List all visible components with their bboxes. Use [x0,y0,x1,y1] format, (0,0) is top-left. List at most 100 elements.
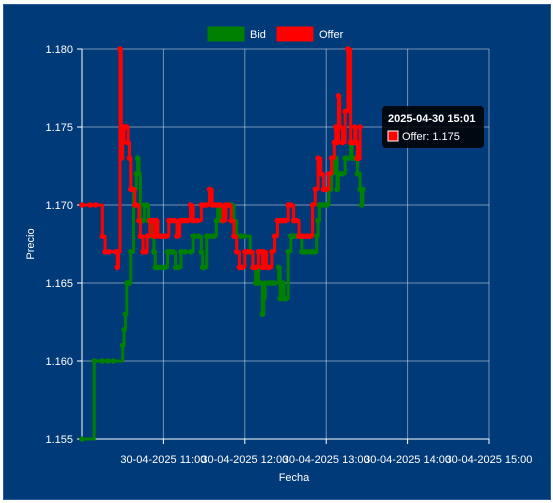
x-tick-label: 30-04-2025 15:00 [446,454,533,466]
data-point [122,311,129,318]
tooltip: 2025-04-30 15:01 Offer: 1.175 [382,106,484,148]
legend-label: Offer [319,29,344,41]
data-point [206,186,213,193]
data-point [357,124,363,130]
data-point [228,217,235,224]
y-tick-label: 1.175 [45,122,73,134]
data-point [271,280,278,286]
data-point [334,139,340,146]
data-point [239,264,245,271]
data-point [259,264,266,271]
y-tick-label: 1.155 [45,434,73,446]
data-point [242,233,248,239]
series-offer [79,46,363,271]
data-point [128,249,134,255]
data-point [260,249,267,255]
data-point [136,171,142,177]
data-point [102,249,108,255]
data-point [153,217,160,224]
data-point [353,139,359,146]
data-point [247,249,254,255]
data-point [225,202,232,208]
data-point [99,358,106,364]
data-point [277,295,283,302]
data-point [336,124,343,130]
data-point [204,202,210,208]
data-point [134,155,141,161]
data-point [92,202,99,208]
data-point [174,233,180,239]
data-point [126,280,133,286]
data-point [118,155,125,161]
data-point [125,139,131,146]
data-point [191,233,198,239]
data-point [210,233,217,239]
data-point [315,155,321,161]
data-point [190,217,197,224]
data-point [339,171,346,177]
data-point [312,186,319,193]
data-point [79,436,85,442]
y-tick-label: 1.170 [45,200,73,212]
data-point [269,249,275,255]
data-point [285,249,292,255]
x-tick-label: 30-04-2025 12:00 [201,454,288,466]
data-point [266,264,273,271]
data-point [206,233,213,239]
legend-swatch [207,26,245,42]
data-point [161,264,168,271]
data-point [342,108,348,115]
data-point [119,342,126,349]
data-point [144,233,150,239]
data-point [293,217,300,224]
data-point [258,280,264,286]
legend-item-offer: Offer [276,26,344,42]
data-point [335,93,342,99]
x-tick-label: 30-04-2025 14:00 [364,454,451,466]
data-point [217,202,224,208]
data-point [282,295,289,302]
data-point [119,139,126,146]
data-point [136,217,142,224]
data-point [313,233,320,239]
x-tick-label: 30-04-2025 13:00 [283,454,370,466]
data-point [198,249,205,255]
y-axis: 1.155 1.160 1.165 1.170 1.175 1.180 [45,44,83,446]
data-point [360,186,366,193]
data-point [91,358,98,364]
data-point [231,233,237,239]
data-point [137,233,144,239]
x-tick-label: 30-04-2025 11:00 [120,454,206,466]
data-point [201,264,207,271]
tooltip-box [382,106,484,148]
tooltip-value: Offer: 1.175 [402,131,460,143]
series-layer [79,46,366,442]
series-line-bid [82,141,365,441]
data-point [151,249,157,255]
data-point [279,280,286,286]
data-point [345,46,351,52]
data-point [252,264,259,271]
data-point [151,233,157,239]
data-point [106,249,112,255]
data-point [117,46,123,52]
data-point [312,249,319,255]
data-point [288,202,294,208]
data-point [260,295,267,302]
data-point [332,124,339,130]
data-point [163,233,169,239]
legend: Bid Offer [207,26,344,42]
legend-label: Bid [250,29,266,41]
data-point [220,217,226,224]
data-point [271,233,278,239]
data-point [317,171,324,177]
data-point [259,311,266,318]
data-point [355,171,362,177]
data-point [121,327,127,333]
data-point [187,249,194,255]
x-axis-title: Fecha [279,472,310,484]
y-tick-label: 1.180 [45,44,73,56]
